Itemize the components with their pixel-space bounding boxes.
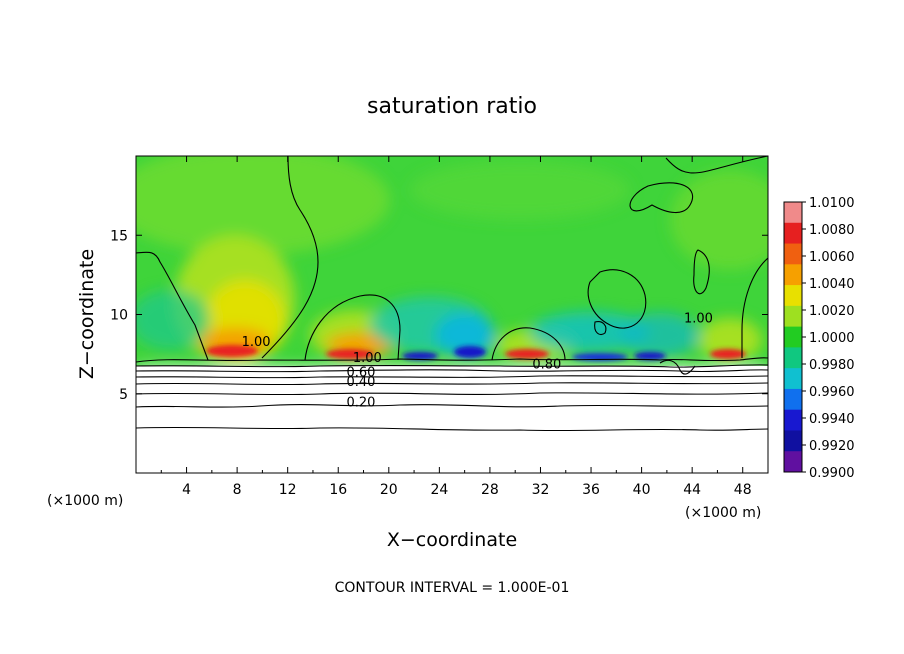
colorbar-segment	[784, 264, 802, 286]
contour-0.80-bump	[491, 327, 566, 361]
contour-wiggle	[659, 359, 696, 375]
x-tick-label: 12	[279, 482, 297, 498]
surface-features	[206, 345, 746, 361]
contour-label: 0.80	[532, 357, 561, 372]
contour-1.00-right	[665, 156, 768, 174]
contour-label: 0.40	[347, 375, 376, 390]
x-tick-label: 48	[734, 482, 752, 498]
colorbar-tick-label: 1.0020	[809, 304, 855, 319]
contour-label: 0.60	[347, 365, 376, 380]
colorbar-segment	[784, 388, 802, 411]
x-tick-label: 4	[182, 482, 191, 498]
x-tick-label: 28	[481, 482, 499, 498]
colorbar-segment	[784, 451, 802, 473]
contour-1.00-tower	[261, 156, 319, 359]
y-tick-label: 10	[110, 308, 128, 324]
x-tick-label: 36	[582, 482, 600, 498]
z-unit-label: (×1000 m)	[47, 493, 123, 509]
colorbar-segment	[784, 430, 802, 452]
colorbar-segment	[784, 222, 802, 245]
contour-0.10	[136, 426, 768, 432]
x-tick-label: 16	[329, 482, 347, 498]
x-axis-ticks: 4 8 12 16 20 24 28 32 36 40 44 48	[160, 156, 752, 498]
contour-loop-c	[594, 321, 607, 336]
colorbar-tick-label: 1.0080	[809, 223, 855, 238]
plot-area: 1.001.000.600.400.200.801.00	[136, 156, 768, 473]
contour-1.00-left	[136, 251, 209, 361]
y-axis-label: Z−coordinate	[76, 249, 98, 379]
colorbar-segment	[784, 409, 802, 431]
y-tick-label: 15	[110, 228, 128, 244]
colorbar-tick-label: 0.9980	[809, 358, 855, 373]
x-unit-label: (×1000 m)	[685, 505, 761, 521]
contour-lines	[136, 156, 768, 432]
colorbar-segment	[784, 202, 802, 224]
contour-1.00-tower-right	[741, 257, 768, 358]
colorbar-tick-label: 1.0040	[809, 277, 855, 292]
x-tick-label: 20	[380, 482, 398, 498]
colorbar-segment	[784, 326, 802, 348]
y-axis-ticks: 5 10 15	[110, 228, 768, 403]
stable-layer	[136, 366, 768, 473]
colorbar-tick-label: 0.9900	[809, 466, 855, 481]
contour-0.20	[136, 404, 768, 408]
x-tick-label: 44	[683, 482, 701, 498]
contour-label: 1.00	[242, 335, 271, 350]
contour-label: 0.20	[347, 395, 376, 410]
colorbar-tick-label: 1.0100	[809, 196, 855, 211]
x-tick-label: 40	[633, 482, 651, 498]
colorbar-tick-label: 0.9960	[809, 385, 855, 400]
colorbar-segment	[784, 243, 802, 265]
y-tick-label: 5	[119, 387, 128, 403]
x-tick-label: 32	[532, 482, 550, 498]
contour-0.80	[136, 369, 768, 373]
x-axis-label: X−coordinate	[387, 529, 517, 551]
x-tick-label: 8	[233, 482, 242, 498]
x-tick-label: 24	[430, 482, 448, 498]
contour-0.30	[136, 392, 768, 396]
colorbar-segment	[784, 305, 802, 328]
contour-loop-a	[629, 182, 693, 214]
contour-loop-d	[693, 249, 710, 295]
contour-labels: 1.001.000.600.400.200.801.00	[242, 311, 713, 410]
contour-interval-note: CONTOUR INTERVAL = 1.000E-01	[335, 580, 570, 596]
contour-label: 1.00	[353, 351, 382, 366]
colorbar-tick-label: 1.0000	[809, 331, 855, 346]
contour-1.00-surface	[136, 357, 768, 363]
colorbar-tick-label: 0.9940	[809, 412, 855, 427]
colorbar-segment	[784, 368, 802, 390]
colorbar-segment	[784, 347, 802, 369]
contour-1.00-bump	[304, 294, 401, 361]
contour-loop-b	[587, 269, 647, 329]
colorbar-tick-label: 1.0060	[809, 250, 855, 265]
colorbar-tick-label: 0.9920	[809, 439, 855, 454]
colorbar: 1.0100 1.0080 1.0060 1.0040 1.0020 1.0000 0.99…	[783, 196, 855, 481]
chart-title: saturation ratio	[367, 94, 537, 119]
contour-0.40	[136, 382, 768, 386]
contour-0.60	[136, 375, 768, 379]
contour-label: 1.00	[684, 311, 713, 326]
colorbar-segment	[784, 285, 802, 307]
